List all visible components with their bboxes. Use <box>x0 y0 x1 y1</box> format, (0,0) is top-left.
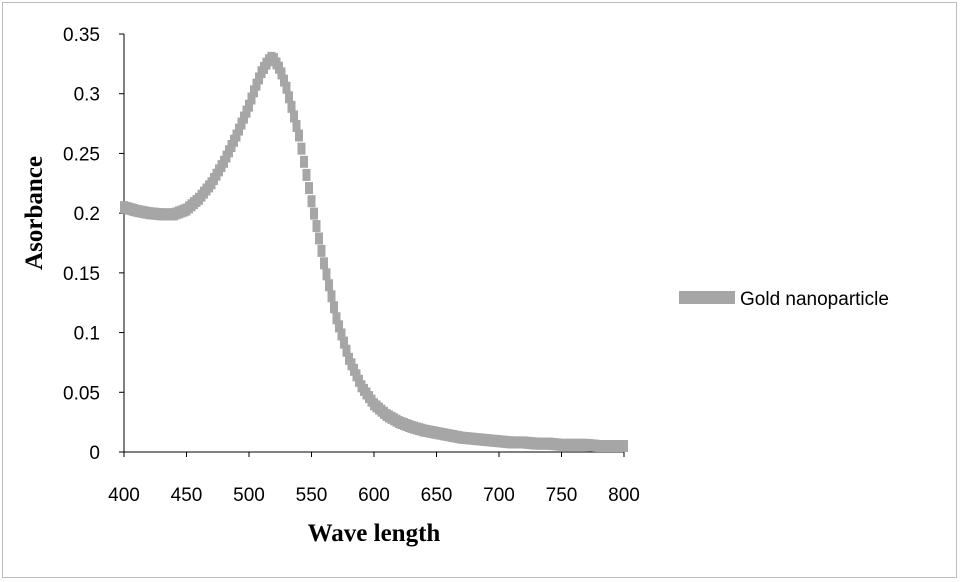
data-point <box>312 220 321 233</box>
data-point <box>285 91 293 104</box>
y-tick-label: 0 <box>89 443 100 464</box>
data-point <box>280 74 288 87</box>
data-point <box>290 110 298 123</box>
x-tick-label: 650 <box>421 485 453 506</box>
data-point <box>335 320 343 333</box>
y-tick-label: 0.05 <box>63 383 100 404</box>
data-point <box>320 257 328 270</box>
x-ticks: 400 450 500 550 600 650 700 750 800 <box>108 452 640 506</box>
series-layer <box>120 51 628 453</box>
data-point <box>307 195 316 208</box>
data-point <box>327 290 336 303</box>
data-point <box>315 232 323 245</box>
data-point <box>300 155 308 168</box>
x-tick-label: 600 <box>358 485 390 506</box>
data-point <box>255 72 263 85</box>
data-point <box>295 129 303 142</box>
x-axis-title: Wave length <box>308 520 441 547</box>
y-tick-label: 0.2 <box>74 204 100 225</box>
data-point <box>250 85 258 98</box>
x-tick-label: 800 <box>608 485 640 506</box>
legend: Gold nanoparticle <box>679 289 889 310</box>
data-point <box>332 312 341 325</box>
data-point <box>287 100 296 113</box>
x-tick-label: 550 <box>296 485 328 506</box>
legend-swatch <box>679 291 735 304</box>
data-point <box>330 301 338 314</box>
y-tick-label: 0.1 <box>74 324 100 345</box>
data-point <box>317 244 326 257</box>
data-point <box>620 440 628 453</box>
y-tick-label: 0.3 <box>74 85 100 106</box>
data-point <box>310 207 318 220</box>
data-point <box>282 81 291 94</box>
y-axis-title: Asorbance <box>21 156 48 270</box>
data-point <box>337 328 346 341</box>
data-point <box>305 182 313 195</box>
data-point <box>302 168 311 181</box>
y-tick-label: 0.35 <box>63 25 100 46</box>
x-tick-label: 700 <box>483 485 515 506</box>
x-tick-label: 750 <box>546 485 578 506</box>
data-point <box>252 78 261 91</box>
data-point <box>322 268 331 281</box>
data-point <box>297 142 306 155</box>
data-point <box>292 119 301 132</box>
x-tick-label: 400 <box>108 485 140 506</box>
data-point <box>340 336 348 349</box>
legend-label: Gold nanoparticle <box>740 289 889 310</box>
data-point <box>245 99 253 112</box>
data-point <box>247 92 256 105</box>
data-point <box>325 279 333 292</box>
data-point <box>277 67 286 80</box>
y-tick-label: 0.15 <box>63 264 100 285</box>
y-tick-label: 0.25 <box>63 144 100 165</box>
series-0 <box>120 51 628 453</box>
data-point <box>342 344 351 357</box>
x-tick-label: 450 <box>171 485 203 506</box>
axes <box>123 34 624 453</box>
y-ticks: 0 0.05 0.1 0.15 0.2 0.25 0.3 0.35 <box>63 25 124 464</box>
x-tick-label: 500 <box>233 485 265 506</box>
